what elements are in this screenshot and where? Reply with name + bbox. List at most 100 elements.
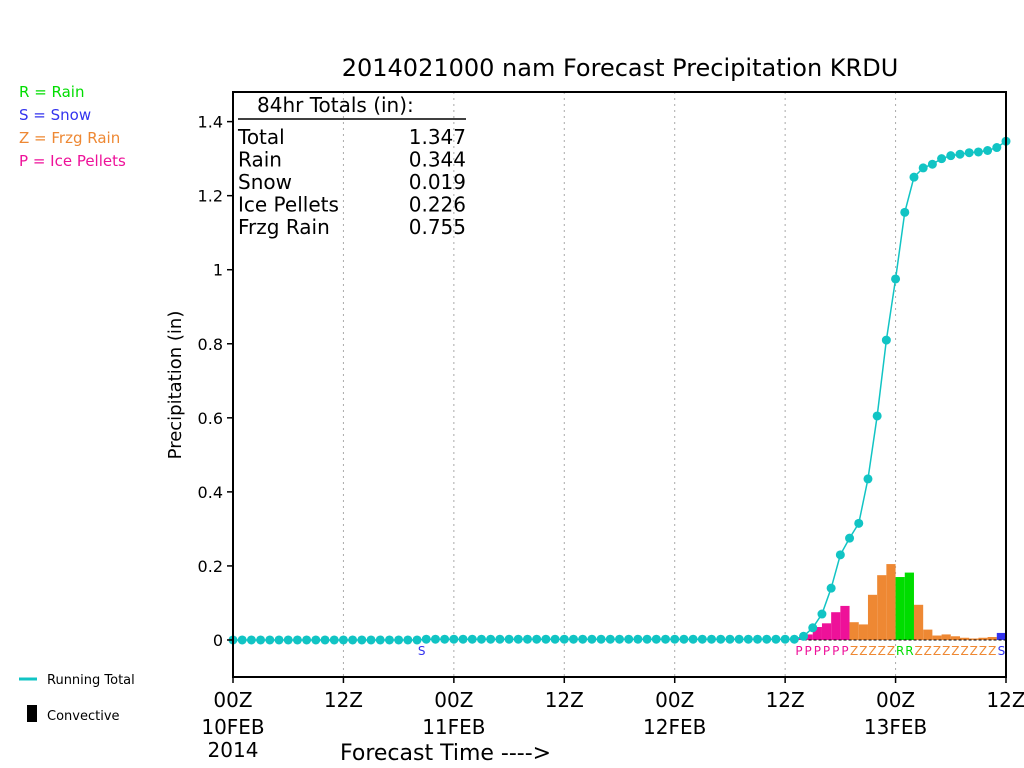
precip-type-letter: Z bbox=[878, 644, 886, 658]
totals-value: 0.344 bbox=[409, 148, 466, 172]
running-total-point bbox=[918, 163, 928, 173]
running-total-point bbox=[688, 634, 698, 644]
precip-type-letter: Z bbox=[914, 644, 922, 658]
precip-bar bbox=[840, 605, 850, 640]
running-total-point bbox=[670, 634, 680, 644]
running-total-point bbox=[403, 635, 413, 645]
y-tick-label: 0.4 bbox=[198, 483, 223, 502]
precip-type-letter: Z bbox=[868, 644, 876, 658]
precip-type-letter: P bbox=[832, 644, 839, 658]
running-total-point bbox=[587, 634, 597, 644]
precip-legend-entry: S = Snow bbox=[19, 106, 91, 124]
running-total-point bbox=[578, 634, 588, 644]
running-total-point bbox=[559, 634, 569, 644]
x-tick-label: 00Z bbox=[213, 688, 252, 712]
x-tick-date: 13FEB bbox=[864, 715, 927, 739]
x-tick-date: 11FEB bbox=[422, 715, 485, 739]
running-total-point bbox=[541, 634, 551, 644]
running-total-point bbox=[633, 634, 643, 644]
running-total-legend-label: Running Total bbox=[47, 673, 135, 688]
running-total-point bbox=[716, 634, 726, 644]
precip-bars bbox=[417, 564, 1006, 641]
y-tick-label: 1 bbox=[213, 261, 223, 280]
x-tick-label: 00Z bbox=[876, 688, 915, 712]
running-total-point bbox=[375, 635, 385, 645]
running-total-point bbox=[504, 634, 514, 644]
running-total-point bbox=[955, 149, 965, 159]
x-tick-year: 2014 bbox=[208, 738, 259, 762]
running-total-point bbox=[983, 146, 993, 155]
running-total-point bbox=[440, 634, 450, 644]
running-total-point bbox=[568, 634, 578, 644]
running-total-point bbox=[927, 159, 937, 169]
running-total-point bbox=[357, 635, 367, 645]
totals-value: 1.347 bbox=[409, 125, 466, 149]
y-tick-label: 1.4 bbox=[198, 113, 223, 132]
running-total-point bbox=[789, 634, 799, 644]
precip-legend-entry: Z = Frzg Rain bbox=[19, 129, 120, 147]
precip-bar bbox=[923, 629, 933, 640]
running-total-point bbox=[513, 634, 523, 644]
running-total-point bbox=[522, 634, 532, 644]
running-total-point bbox=[826, 583, 836, 593]
running-total-point bbox=[992, 143, 1002, 153]
precip-type-letter: Z bbox=[951, 644, 959, 658]
totals-label: Ice Pellets bbox=[238, 193, 339, 217]
running-total-point bbox=[854, 518, 864, 528]
running-total-point bbox=[725, 634, 735, 644]
running-total-point bbox=[256, 635, 266, 645]
precip-type-letter: Z bbox=[924, 644, 932, 658]
running-total-point bbox=[642, 634, 652, 644]
y-axis-label: Precipitation (in) bbox=[165, 311, 186, 460]
precip-bar bbox=[831, 612, 841, 640]
precip-bar bbox=[950, 636, 960, 640]
precip-type-letter: P bbox=[795, 644, 802, 658]
running-total-point bbox=[964, 148, 974, 158]
precip-type-letter: Z bbox=[859, 644, 867, 658]
precip-bar bbox=[913, 604, 924, 640]
running-total-point bbox=[532, 634, 542, 644]
y-tick-label: 1.2 bbox=[198, 187, 223, 206]
precip-bar bbox=[904, 572, 914, 640]
running-total-point bbox=[430, 634, 440, 644]
chart-title: 2014021000 nam Forecast Precipitation KR… bbox=[342, 54, 899, 82]
precip-type-letter: P bbox=[823, 644, 830, 658]
precip-type-letter: P bbox=[814, 644, 821, 658]
x-tick-label: 00Z bbox=[434, 688, 473, 712]
x-tick-label: 12Z bbox=[545, 688, 584, 712]
precip-bar bbox=[969, 638, 979, 640]
x-tick-label: 12Z bbox=[324, 688, 363, 712]
precip-type-letter: Z bbox=[960, 644, 968, 658]
x-tick-date: 10FEB bbox=[201, 715, 264, 739]
running-total-point bbox=[679, 634, 689, 644]
running-total-point bbox=[937, 154, 947, 164]
running-total-point bbox=[467, 634, 477, 644]
y-tick-label: 0.2 bbox=[198, 557, 223, 576]
precip-bar bbox=[849, 622, 859, 640]
running-total-point bbox=[302, 635, 312, 645]
running-total-point bbox=[283, 635, 293, 645]
y-axis: 0 0.2 0.4 0.6 0.8 1 1.2 1.4 bbox=[198, 113, 233, 650]
precip-bar bbox=[794, 638, 804, 640]
running-total-point bbox=[348, 635, 358, 645]
plot-frame bbox=[232, 91, 1007, 678]
running-total-point bbox=[624, 634, 634, 644]
precip-type-letter: Z bbox=[850, 644, 858, 658]
precip-legend-entry: R = Rain bbox=[19, 83, 85, 101]
running-total-point bbox=[799, 631, 809, 641]
precip-type-letter: Z bbox=[933, 644, 941, 658]
running-total-point bbox=[311, 635, 321, 645]
running-total-point bbox=[891, 274, 901, 284]
y-tick-label: 0.8 bbox=[198, 335, 223, 354]
precip-bar bbox=[895, 577, 905, 640]
precip-type-letter: P bbox=[841, 644, 848, 658]
running-total-point bbox=[771, 634, 781, 644]
precip-type-letter: S bbox=[998, 644, 1006, 658]
precip-bar bbox=[858, 624, 868, 640]
running-total-point bbox=[734, 634, 744, 644]
running-total-point bbox=[817, 609, 827, 619]
totals-box: 84hr Totals (in): Total 1.347 Rain 0.344 Sno… bbox=[237, 93, 466, 239]
running-total-point bbox=[274, 635, 284, 645]
